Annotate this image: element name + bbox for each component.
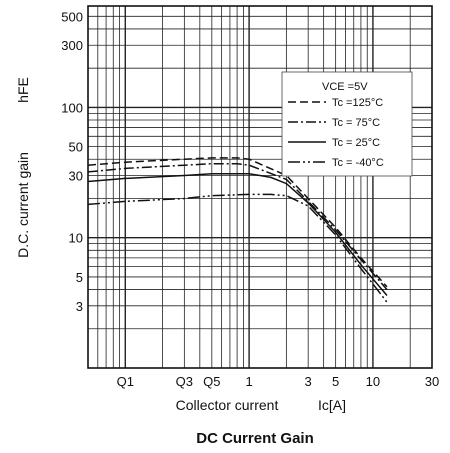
series-line-3 <box>87 172 388 296</box>
series-line-4 <box>87 193 388 303</box>
x-tick-label: 10 <box>366 374 380 389</box>
legend-box <box>281 71 413 177</box>
y-axis-symbol: hFE <box>15 77 31 103</box>
legend-label: Tc = -40°C <box>332 157 384 169</box>
x-tick-label: 3 <box>305 374 312 389</box>
y-axis-label: D.C. current gain <box>15 152 31 258</box>
y-tick-label: 100 <box>61 100 83 115</box>
x-tick-label: 30 <box>425 374 439 389</box>
y-tick-label: 3 <box>76 299 83 314</box>
legend-items: Tc =125°C Tc = 75°C Tc = 25°C Tc = -40°C <box>288 97 384 169</box>
legend: VCE =5V Tc =125°C Tc = 75°C Tc = 25°C Tc = … <box>281 71 413 177</box>
x-tick-label: Q5 <box>203 374 220 389</box>
y-tick-label: 5 <box>76 270 83 285</box>
x-tick-label: 5 <box>332 374 339 389</box>
tick-labels: 3 5 10 30 50 100 300 500 Q1 Q3 Q5 1 3 5 10 30 <box>61 9 439 389</box>
y-tick-label: 500 <box>61 9 83 24</box>
y-tick-label: 300 <box>61 38 83 53</box>
legend-header: VCE =5V <box>322 81 368 93</box>
x-tick-label: Q3 <box>176 374 193 389</box>
plot-frame <box>87 5 433 369</box>
y-tick-label: 30 <box>69 169 83 184</box>
x-tick-label: 1 <box>245 374 252 389</box>
grid <box>88 6 432 368</box>
series-line-2 <box>87 162 388 291</box>
series-line-1 <box>87 157 388 288</box>
y-tick-label: 10 <box>69 231 83 246</box>
legend-label: Tc = 25°C <box>332 137 380 149</box>
series-layer <box>87 157 388 303</box>
legend-label: Tc =125°C <box>332 97 383 109</box>
x-axis-label: Collector current <box>176 397 279 413</box>
legend-label: Tc = 75°C <box>332 117 380 129</box>
x-axis-symbol: Ic[A] <box>318 397 346 413</box>
x-tick-label: Q1 <box>117 374 134 389</box>
chart-title: DC Current Gain <box>196 430 314 447</box>
y-tick-label: 50 <box>69 140 83 155</box>
